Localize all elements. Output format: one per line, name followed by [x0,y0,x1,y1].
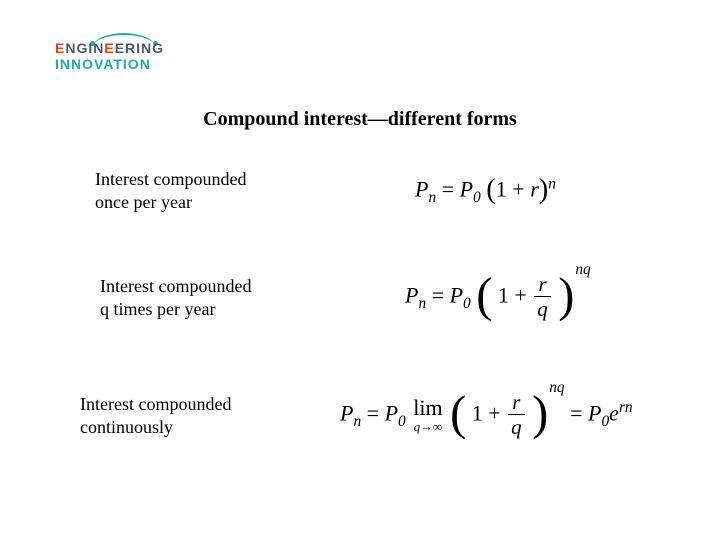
formula-q-times: Pn = P0 ( 1 + rq ) nq [405,270,591,325]
row-annual: Interest compounded once per year Pn = P… [0,168,720,213]
brand-logo: ENGINEERING INNOVATION [55,40,195,88]
formula-annual: Pn = P0 (1 + r)n [415,174,556,207]
slide-title: Compound interest—different forms [0,108,720,131]
logo-top-line: ENGINEERING [55,40,195,56]
label-continuous: Interest compounded continuously [80,393,340,438]
label-q-times: Interest compounded q times per year [100,275,360,320]
row-continuous: Interest compounded continuously Pn = P0… [0,388,720,443]
label-annual: Interest compounded once per year [95,168,355,213]
row-q-times: Interest compounded q times per year Pn … [0,270,720,325]
formula-continuous: Pn = P0 lim q→∞ ( 1 + rq ) nq = P0ern [340,388,633,443]
logo-bottom-line: INNOVATION [55,56,195,72]
